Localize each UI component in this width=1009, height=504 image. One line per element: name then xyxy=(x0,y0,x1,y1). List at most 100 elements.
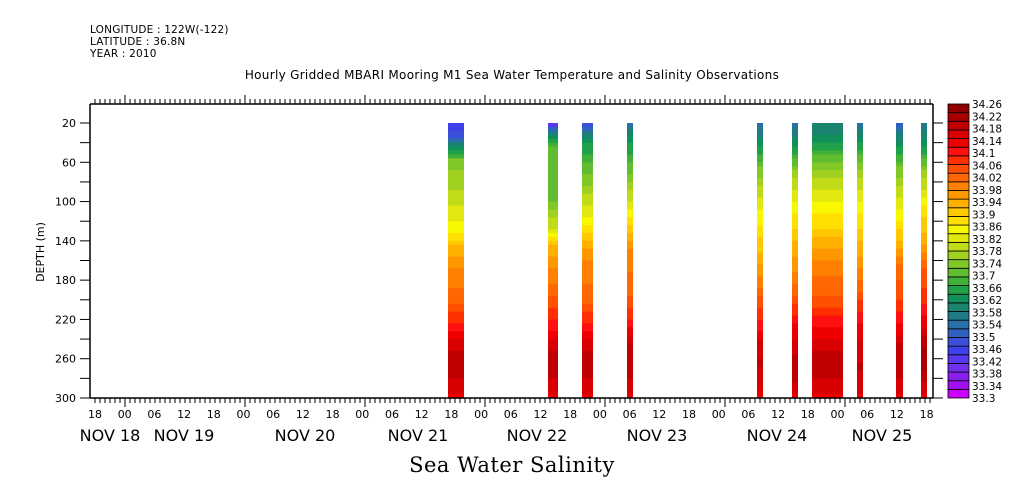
data-cell xyxy=(812,201,843,207)
data-cell xyxy=(757,178,763,183)
data-cell xyxy=(582,366,593,372)
data-cell xyxy=(448,350,464,356)
data-cell xyxy=(548,217,558,222)
data-cell xyxy=(857,303,863,309)
data-cell xyxy=(921,178,927,183)
data-cell xyxy=(448,244,464,250)
data-cell xyxy=(857,358,863,364)
data-cell xyxy=(448,280,464,285)
colorbar-swatch xyxy=(947,363,970,373)
data-cell xyxy=(757,335,763,340)
data-cell xyxy=(448,319,464,324)
data-segment xyxy=(627,123,633,399)
data-cell xyxy=(757,162,763,167)
colorbar-swatch xyxy=(947,328,970,338)
data-cell xyxy=(857,295,863,301)
data-cell xyxy=(448,303,464,309)
x-tick-label: 06 xyxy=(266,408,280,421)
data-cell xyxy=(857,229,863,234)
data-cell xyxy=(792,229,798,234)
colorbar-swatch xyxy=(947,198,970,209)
data-cell xyxy=(448,185,464,191)
data-cell xyxy=(792,166,798,171)
data-cell xyxy=(921,386,927,391)
x-tick-label: 18 xyxy=(326,408,340,421)
data-cell xyxy=(627,370,633,376)
data-cell xyxy=(448,256,464,262)
data-cell xyxy=(921,339,927,344)
data-cell xyxy=(448,299,464,305)
colorbar-swatch xyxy=(947,380,970,390)
data-cell xyxy=(448,276,464,281)
colorbar-swatch xyxy=(947,293,970,304)
data-cell xyxy=(812,394,843,399)
data-cell xyxy=(857,319,863,324)
data-cell xyxy=(812,240,843,246)
data-cell xyxy=(757,276,763,281)
data-cell xyxy=(627,343,633,348)
colorbar-swatch xyxy=(947,112,970,122)
x-tick-label: 18 xyxy=(801,408,815,421)
colorbar-swatch xyxy=(947,146,970,157)
data-cell xyxy=(792,233,798,238)
data-cell xyxy=(582,303,593,309)
data-cell xyxy=(448,197,464,203)
data-cell xyxy=(582,193,593,199)
data-cell xyxy=(757,244,763,250)
data-cell xyxy=(921,335,927,340)
data-cell xyxy=(582,350,593,356)
data-cell xyxy=(448,142,464,148)
data-cell xyxy=(627,378,633,383)
data-cell xyxy=(548,374,558,379)
data-cell xyxy=(896,174,903,179)
data-cell xyxy=(448,386,464,391)
data-cell xyxy=(627,299,633,305)
data-cell xyxy=(857,130,863,136)
data-cell xyxy=(896,158,903,163)
x-tick-label: 12 xyxy=(534,408,548,421)
data-cell xyxy=(896,233,903,238)
data-segment xyxy=(792,123,798,399)
data-cell xyxy=(448,181,464,187)
data-cell xyxy=(812,362,843,368)
data-cell xyxy=(812,170,843,175)
data-cell xyxy=(857,252,863,258)
data-cell xyxy=(757,331,763,336)
data-cell xyxy=(757,264,763,269)
data-cell xyxy=(812,130,843,136)
data-cell xyxy=(548,197,558,203)
data-cell xyxy=(921,138,927,144)
data-cell xyxy=(812,193,843,199)
data-cell xyxy=(627,350,633,356)
data-cell xyxy=(812,197,843,203)
data-cell xyxy=(627,386,633,391)
data-cell xyxy=(548,394,558,399)
data-cell xyxy=(896,362,903,368)
data-cell xyxy=(627,217,633,222)
data-cell xyxy=(792,370,798,376)
data-cell xyxy=(812,327,843,332)
colorbar-label: 34.1 xyxy=(972,148,995,160)
data-cell xyxy=(548,233,558,238)
data-cell xyxy=(627,213,633,218)
y-axis-title: DEPTH (m) xyxy=(34,222,47,282)
data-cell xyxy=(548,291,558,297)
data-cell xyxy=(448,166,464,171)
data-cell xyxy=(857,244,863,250)
data-cell xyxy=(812,315,843,321)
data-cell xyxy=(921,307,927,313)
data-cell xyxy=(921,240,927,246)
data-cell xyxy=(548,205,558,211)
x-tick-label: 00 xyxy=(712,408,726,421)
data-cell xyxy=(757,213,763,218)
x-date-label: NOV 22 xyxy=(507,426,568,445)
data-cell xyxy=(448,382,464,387)
data-cell xyxy=(757,240,763,246)
data-cell xyxy=(757,205,763,211)
data-cell xyxy=(757,150,763,156)
data-cell xyxy=(921,288,927,293)
data-cell xyxy=(627,158,633,163)
data-cell xyxy=(792,394,798,399)
data-cell xyxy=(548,166,558,171)
